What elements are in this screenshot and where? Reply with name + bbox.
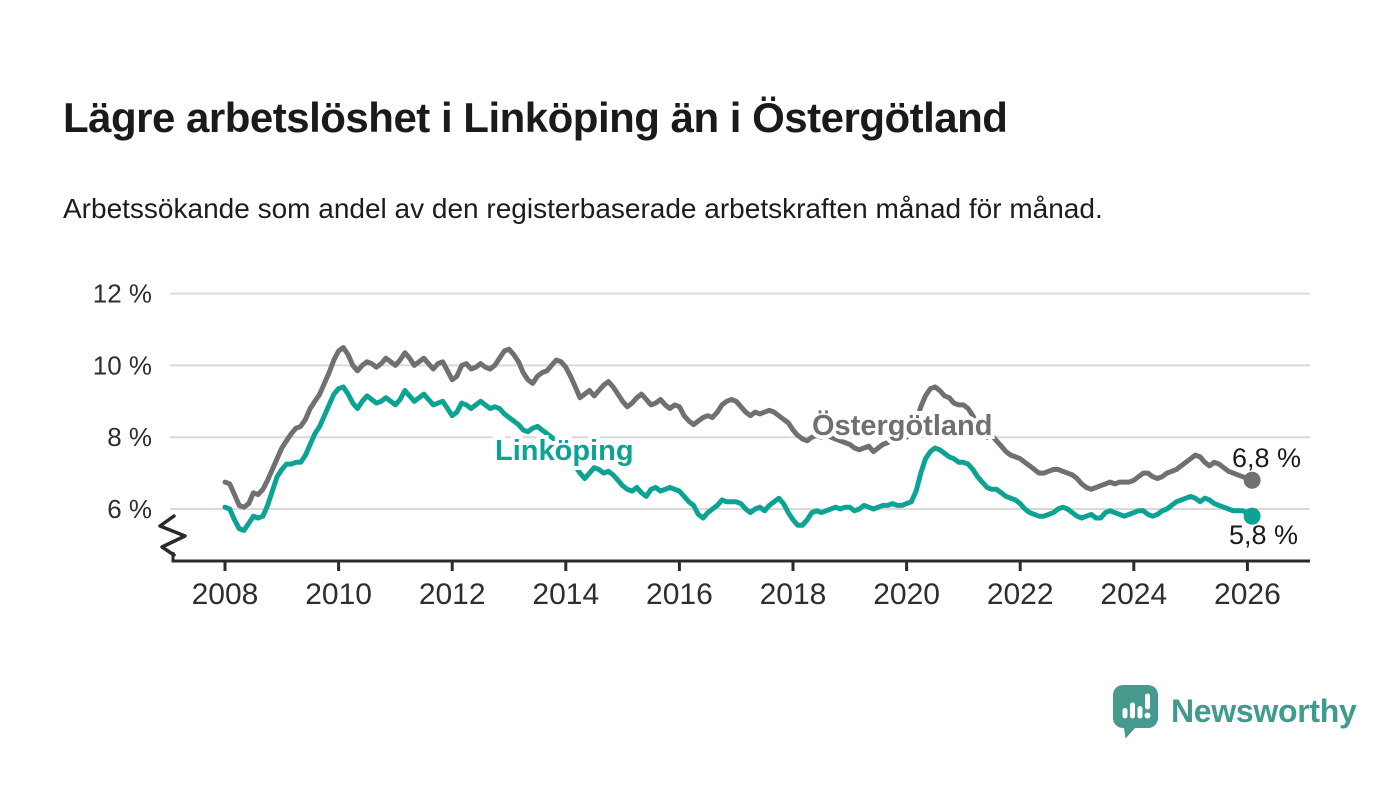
y-axis-label: 12 % [93,279,152,309]
end-value-label-ostergotland: 6,8 % [1232,443,1301,473]
line-chart: 6 % 8 % 10 % 12 % 2008 2010 2012 2014 2016 2018 20… [93,279,1310,611]
x-axis-label: 2022 [987,578,1054,611]
x-axis-label: 2018 [760,578,827,611]
axis-break-icon [158,514,187,557]
x-axis [171,552,1310,563]
x-axis-label: 2024 [1100,578,1167,611]
end-value-label-linkoping: 5,8 % [1229,520,1298,550]
x-axis-label: 2008 [192,578,259,611]
x-axis-label: 2020 [873,578,940,611]
x-axis-label: 2014 [532,578,599,611]
x-axis-label: 2026 [1214,578,1281,611]
x-axis-label: 2016 [646,578,713,611]
y-axis-label: 6 % [107,494,152,524]
series-line-ostergotland [222,345,1255,510]
chart-title: Lägre arbetslöshet i Linköping än i Öste… [63,94,1008,142]
brand-footer: Newsworthy [1112,684,1357,739]
newsworthy-logo-icon [1113,685,1158,739]
x-axis-label: 2012 [419,578,486,611]
series-label-linkoping: Linköping [495,435,634,467]
brand-name: Newsworthy [1171,693,1357,729]
x-axis-label: 2010 [305,578,372,611]
series-line-linkoping [222,384,1255,533]
series-label-ostergotland: Östergötland [812,409,992,442]
series-end-dot-ostergotland [1243,471,1261,489]
y-axis-label: 10 % [93,350,152,380]
chart-subtitle: Arbetssökande som andel av den registerb… [63,193,1103,224]
series-end-dot-linkoping [1243,507,1261,525]
y-axis-label: 8 % [107,422,152,452]
